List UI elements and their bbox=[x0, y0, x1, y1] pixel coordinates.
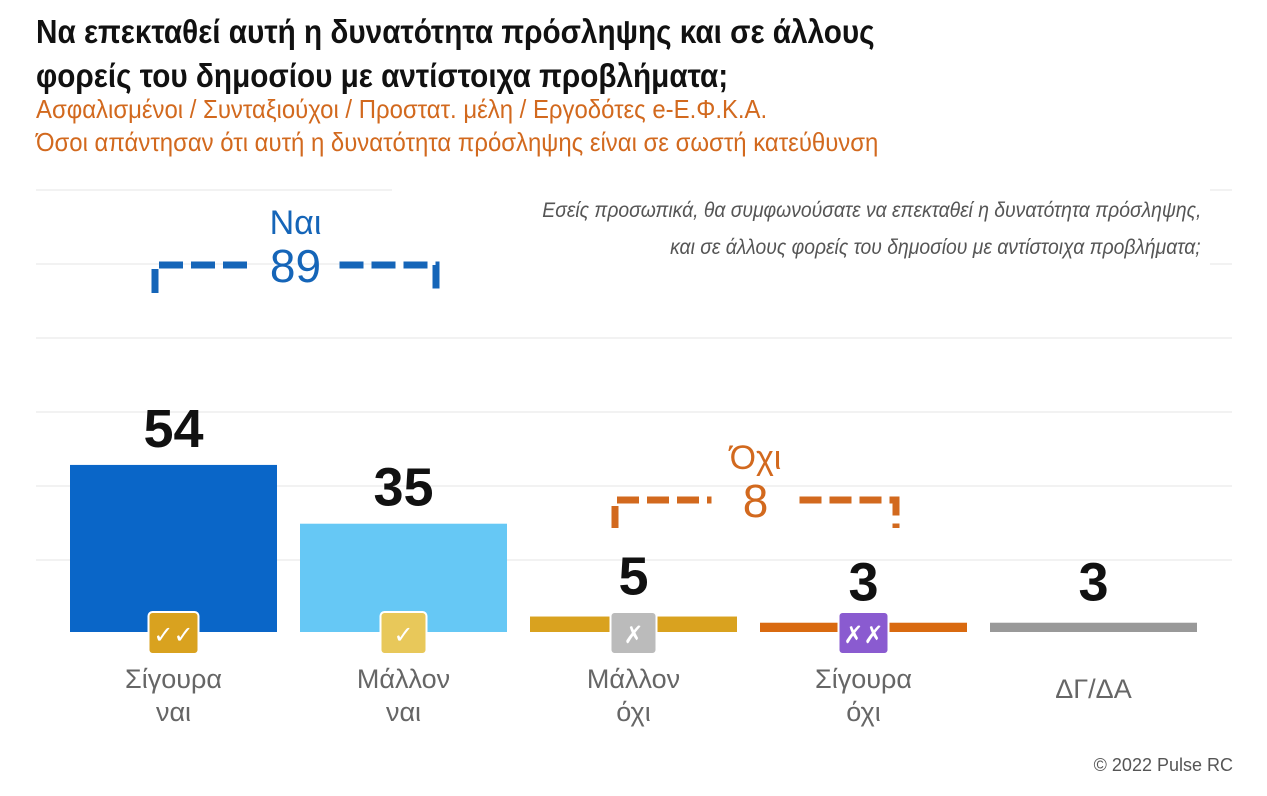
value-label-1: 54 bbox=[143, 399, 203, 459]
value-label-4: 3 bbox=[848, 553, 878, 613]
value-label-2: 35 bbox=[373, 458, 433, 518]
title-line-2: φορείς του δημοσίου με αντίστοιχα προβλή… bbox=[36, 57, 729, 94]
value-label-3: 5 bbox=[618, 547, 648, 607]
question-backdrop bbox=[392, 182, 1210, 268]
category-label-3: Μάλλον bbox=[587, 664, 680, 694]
category-label-1: Σίγουρα bbox=[125, 664, 222, 694]
category-label-4: όχι bbox=[846, 697, 880, 727]
group-label-2: Όχι bbox=[728, 439, 782, 477]
check-icon: ✓ bbox=[393, 621, 413, 649]
category-label-2: ναι bbox=[386, 697, 421, 727]
category-label-1: ναι bbox=[156, 697, 191, 727]
bar-5 bbox=[990, 622, 1197, 632]
cross-icon-bg bbox=[609, 611, 658, 655]
bar-1 bbox=[70, 464, 277, 632]
bracket-left-2 bbox=[611, 496, 712, 528]
question-line-1: Εσείς προσωπικά, θα συμφωνούσατε να επεκ… bbox=[541, 199, 1201, 222]
group-total-1: 89 bbox=[270, 240, 321, 292]
bracket-right-2 bbox=[799, 496, 900, 528]
copyright: © 2022 Pulse RC bbox=[1093, 755, 1233, 775]
category-label-2: Μάλλον bbox=[357, 664, 450, 694]
category-label-3: όχι bbox=[616, 697, 650, 727]
double-check-icon: ✓✓ bbox=[153, 621, 193, 649]
chart-title: Να επεκταθεί αυτή η δυνατότητα πρόσληψης… bbox=[36, 10, 875, 98]
double-check-icon-bg bbox=[147, 611, 200, 655]
group-label-1: Ναι bbox=[270, 204, 322, 242]
bracket-right-1 bbox=[339, 261, 440, 293]
bracket-left-1 bbox=[151, 261, 252, 293]
title-line-1: Να επεκταθεί αυτή η δυνατότητα πρόσληψης… bbox=[36, 13, 875, 50]
check-icon-bg bbox=[379, 611, 428, 655]
double-cross-icon: ✗✗ bbox=[843, 621, 883, 649]
double-cross-icon-bg bbox=[837, 611, 890, 655]
value-label-5: 3 bbox=[1078, 553, 1108, 613]
group-total-2: 8 bbox=[743, 475, 769, 527]
category-label-5: ΔΓ/ΔΑ bbox=[1055, 674, 1131, 704]
question-line-2: και σε άλλους φορείς του δημοσίου με αντ… bbox=[670, 236, 1201, 259]
cross-icon: ✗ bbox=[623, 621, 643, 649]
subtitle-line-1: Ασφαλισμένοι / Συνταξιούχοι / Προστατ. μ… bbox=[36, 94, 768, 124]
category-label-4: Σίγουρα bbox=[815, 664, 912, 694]
subtitle-line-2: Όσοι απάντησαν ότι αυτή η δυνατότητα πρό… bbox=[36, 127, 879, 157]
